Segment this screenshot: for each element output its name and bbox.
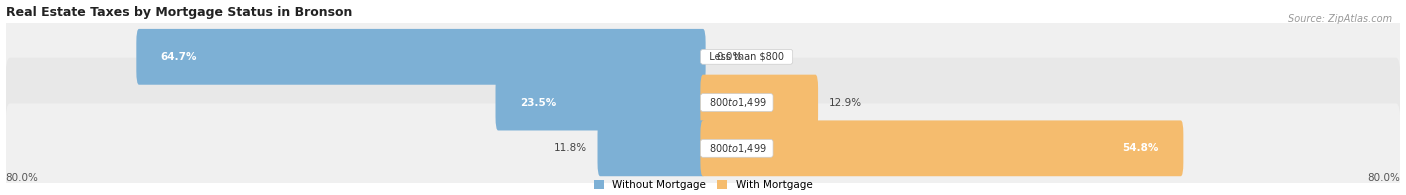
FancyBboxPatch shape	[6, 12, 1400, 102]
FancyBboxPatch shape	[136, 29, 706, 85]
FancyBboxPatch shape	[495, 75, 706, 130]
Text: 54.8%: 54.8%	[1122, 143, 1159, 153]
FancyBboxPatch shape	[700, 121, 1184, 176]
Text: $800 to $1,499: $800 to $1,499	[703, 142, 770, 155]
Text: Less than $800: Less than $800	[703, 52, 790, 62]
Text: 0.0%: 0.0%	[716, 52, 742, 62]
FancyBboxPatch shape	[700, 75, 818, 130]
Text: 23.5%: 23.5%	[520, 98, 557, 108]
Text: Source: ZipAtlas.com: Source: ZipAtlas.com	[1288, 14, 1392, 24]
Text: 80.0%: 80.0%	[1368, 173, 1400, 183]
FancyBboxPatch shape	[6, 104, 1400, 193]
Text: 64.7%: 64.7%	[160, 52, 197, 62]
Text: $800 to $1,499: $800 to $1,499	[703, 96, 770, 109]
Text: Real Estate Taxes by Mortgage Status in Bronson: Real Estate Taxes by Mortgage Status in …	[6, 5, 352, 19]
Text: 11.8%: 11.8%	[554, 143, 588, 153]
FancyBboxPatch shape	[598, 121, 706, 176]
Text: 80.0%: 80.0%	[6, 173, 38, 183]
Legend: Without Mortgage, With Mortgage: Without Mortgage, With Mortgage	[593, 180, 813, 190]
Text: 12.9%: 12.9%	[828, 98, 862, 108]
FancyBboxPatch shape	[6, 58, 1400, 147]
